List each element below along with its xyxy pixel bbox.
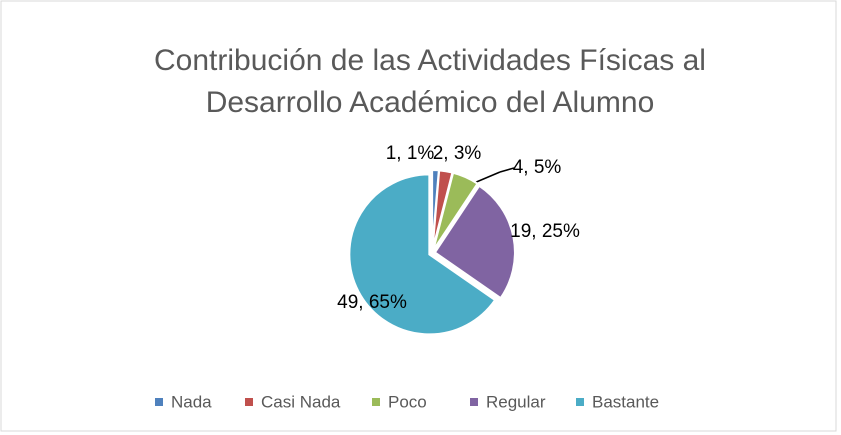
legend-label: Nada bbox=[171, 392, 212, 411]
legend-swatch bbox=[245, 398, 253, 406]
legend-swatch bbox=[470, 398, 478, 406]
legend-swatch bbox=[372, 398, 380, 406]
legend-label: Poco bbox=[388, 392, 427, 411]
data-label: 1, 1% bbox=[386, 143, 435, 164]
legend-label: Bastante bbox=[592, 392, 659, 411]
data-label: 19, 25% bbox=[510, 221, 580, 242]
legend-label: Regular bbox=[486, 392, 546, 411]
legend-swatch bbox=[155, 398, 163, 406]
leader-line bbox=[499, 167, 515, 173]
pie-slice bbox=[348, 173, 497, 336]
chart-title: Contribución de las Actividades Físicas … bbox=[154, 44, 706, 77]
leader-line bbox=[473, 171, 501, 184]
data-label: 49, 65% bbox=[337, 292, 407, 313]
legend-label: Casi Nada bbox=[261, 392, 341, 411]
legend-swatch bbox=[576, 398, 584, 406]
data-label: 2, 3% bbox=[433, 143, 482, 164]
chart-title: Desarrollo Académico del Alumno bbox=[206, 86, 655, 119]
pie-slice bbox=[432, 171, 479, 251]
pie-slice bbox=[433, 184, 516, 300]
data-label: 4, 5% bbox=[513, 157, 562, 178]
